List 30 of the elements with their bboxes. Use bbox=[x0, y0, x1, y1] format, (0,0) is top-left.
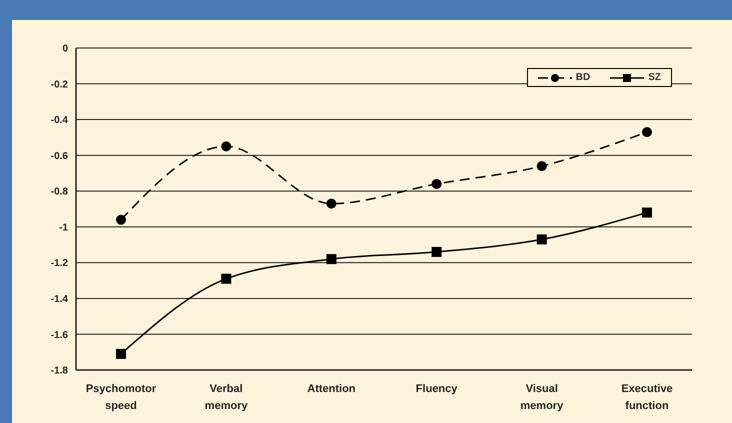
y-tick-label: -1.6 bbox=[50, 330, 68, 341]
y-tick-label: -0.6 bbox=[50, 150, 68, 162]
y-tick-label: -0.4 bbox=[50, 115, 68, 126]
y-tick-label: -1.8 bbox=[50, 366, 68, 377]
legend-label: SZ bbox=[647, 72, 661, 83]
x-tick-label: Verbal memory bbox=[204, 383, 248, 412]
x-tick-label: Visual memory bbox=[520, 383, 564, 412]
y-tick-label: -1.2 bbox=[50, 258, 68, 270]
point bbox=[642, 208, 652, 218]
point bbox=[536, 161, 547, 172]
point bbox=[642, 127, 652, 138]
legend-label: BD bbox=[574, 72, 590, 83]
y-tick-label: -0.8 bbox=[50, 186, 68, 198]
x-tick-label: Fluency bbox=[416, 383, 458, 395]
point bbox=[326, 254, 336, 264]
y-tick-label: -1.4 bbox=[50, 294, 68, 305]
y-tick-label: -1 bbox=[59, 222, 68, 234]
x-tick-label: Psychomotor speed bbox=[86, 383, 157, 412]
point bbox=[116, 214, 126, 225]
point bbox=[116, 348, 126, 359]
point bbox=[432, 246, 442, 257]
point bbox=[221, 274, 232, 284]
point bbox=[536, 234, 547, 244]
point bbox=[326, 198, 336, 209]
point bbox=[221, 141, 232, 152]
point bbox=[432, 178, 442, 189]
x-tick-label: Executive function bbox=[621, 383, 673, 412]
y-tick-label: -0.2 bbox=[50, 79, 68, 90]
y-tick-label: 0 bbox=[62, 44, 68, 55]
x-tick-label: Attention bbox=[307, 383, 356, 395]
